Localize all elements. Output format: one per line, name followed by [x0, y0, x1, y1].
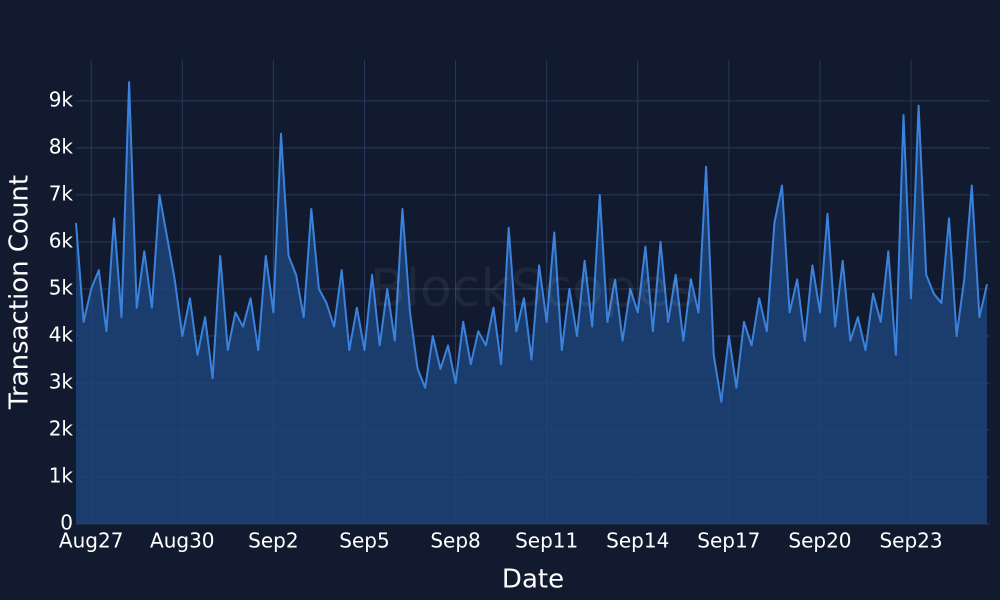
y-tick-label: 5k: [49, 275, 74, 299]
x-tick-label: Sep14: [606, 529, 669, 553]
y-tick-label: 7k: [49, 181, 74, 205]
watermark: BlockScopes: [370, 259, 696, 319]
x-tick-label: Sep8: [430, 529, 480, 553]
y-tick-label: 2k: [49, 416, 74, 440]
y-tick-label: 3k: [49, 369, 74, 393]
plot: [75, 81, 988, 524]
x-tick-label: Aug30: [150, 529, 215, 553]
y-tick-label: 9k: [49, 87, 74, 111]
x-tick-label: Sep11: [515, 529, 578, 553]
y-tick-label: 1k: [49, 463, 74, 487]
x-tick-label: Sep5: [339, 529, 389, 553]
x-tick-label: Sep17: [697, 529, 760, 553]
x-tick-label: Aug27: [59, 529, 124, 553]
labels: 0 1k 2k 3k 4k 5k 6k 7k 8k 9k Aug27 Aug30 Sep2 Sep5 Sep…: [49, 87, 943, 552]
line: [75, 81, 988, 403]
y-tick-label: 6k: [49, 228, 74, 252]
y-axis-title: Transaction Count: [5, 175, 35, 410]
y-tick-label: 4k: [49, 322, 74, 346]
x-tick-label: Sep2: [248, 529, 298, 553]
area: [76, 82, 987, 524]
y-tick-label: 0: [60, 511, 73, 535]
y-tick-label: 8k: [49, 134, 74, 158]
x-tick-label: Sep23: [879, 529, 942, 553]
x-axis-title: Date: [502, 565, 564, 595]
x-tick-label: Sep20: [788, 529, 851, 553]
